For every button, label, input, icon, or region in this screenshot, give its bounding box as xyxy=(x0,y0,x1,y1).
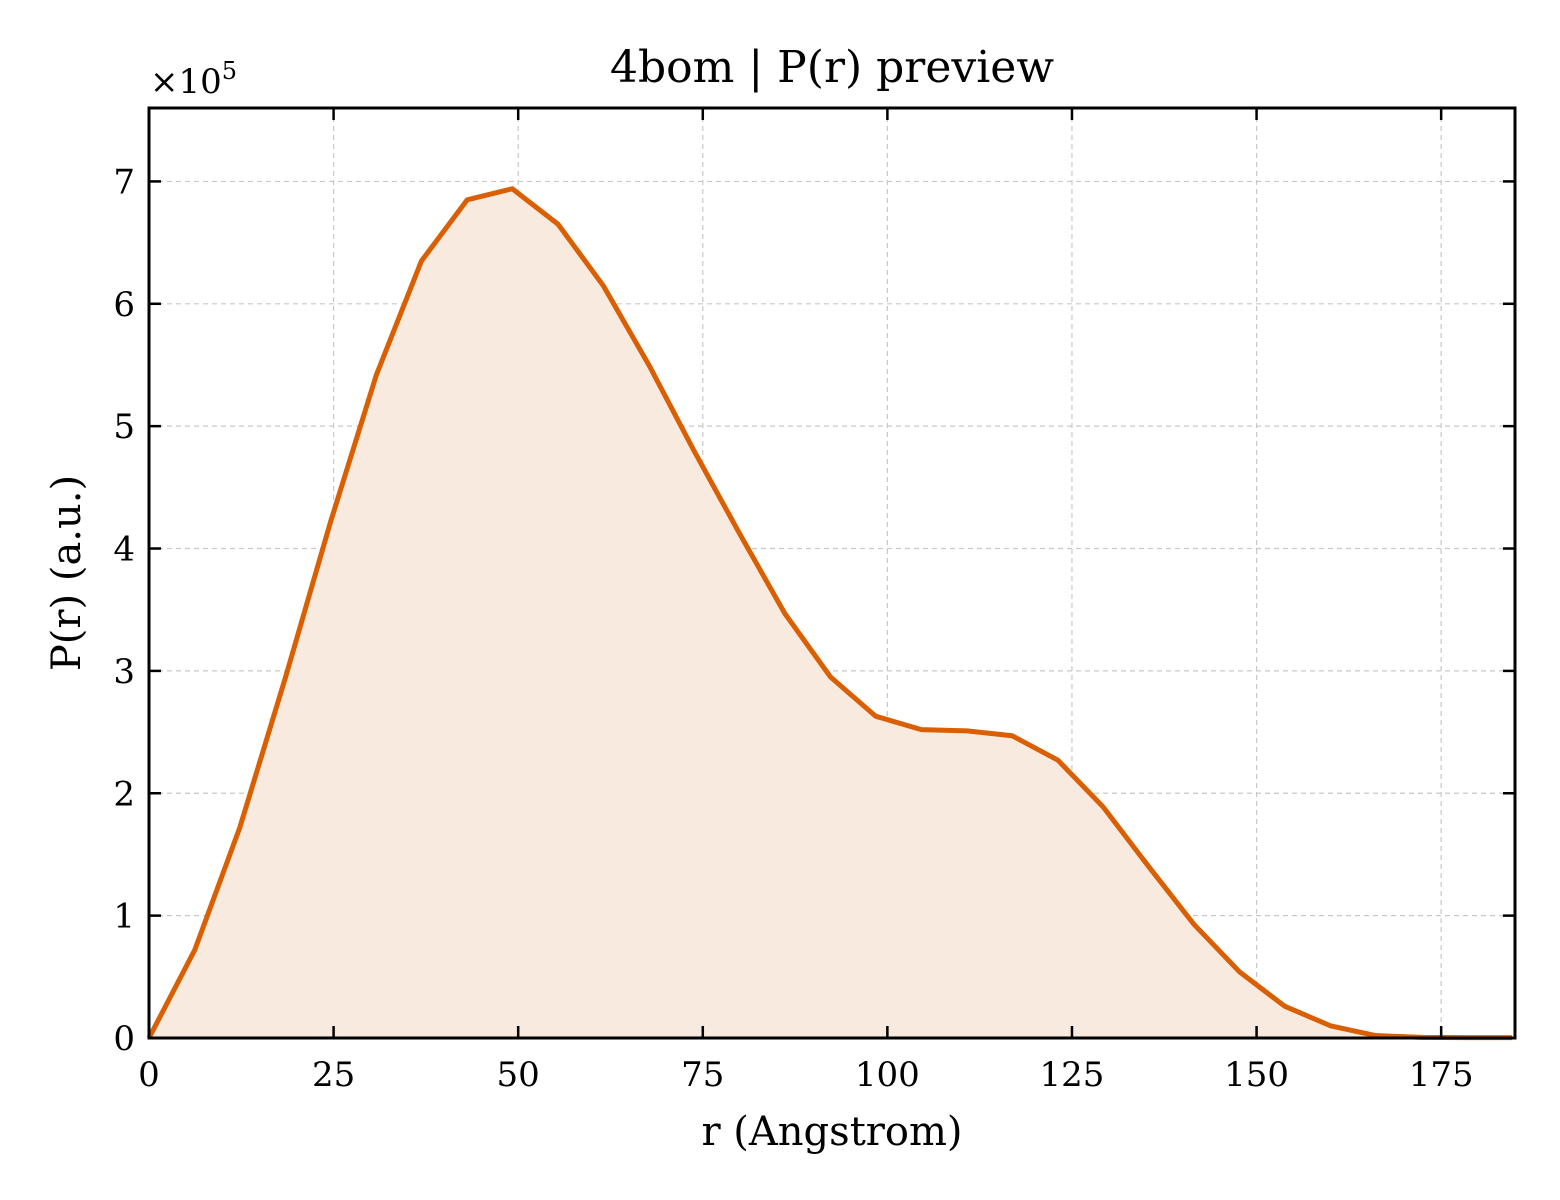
series-line-layer xyxy=(146,186,1513,1041)
series-area-fill xyxy=(149,188,1513,1038)
y-tick-label: 0 xyxy=(113,1019,135,1059)
y-tick-label: 7 xyxy=(113,162,135,202)
y-multiplier-exponent: 5 xyxy=(222,57,237,85)
y-tick-label: 4 xyxy=(113,530,135,570)
y-multiplier-base: ×10 xyxy=(150,62,222,102)
x-tick-label: 75 xyxy=(681,1055,724,1095)
series-line xyxy=(146,186,1513,1041)
chart-title: 4bom | P(r) preview xyxy=(610,42,1054,93)
y-tick-label: 5 xyxy=(113,407,135,447)
x-axis-label: r (Angstrom) xyxy=(701,1109,962,1155)
y-tick-label: 3 xyxy=(113,652,135,692)
y-multiplier-label: ×105 xyxy=(150,57,237,102)
y-tick-label: 2 xyxy=(113,774,135,814)
y-tick-label: 6 xyxy=(113,285,135,325)
area-fill-layer xyxy=(149,188,1513,1038)
x-tick-label: 0 xyxy=(138,1055,160,1095)
y-tick-label: 1 xyxy=(113,897,135,937)
x-tick-label: 25 xyxy=(312,1055,355,1095)
y-axis-label: P(r) (a.u.) xyxy=(44,475,90,671)
x-tick-label: 175 xyxy=(1409,1055,1474,1095)
ticks: 0 25 50 75 100 125 150 175 0 1 2 3 4 5 6 7 xyxy=(113,108,1515,1095)
x-tick-label: 125 xyxy=(1040,1055,1105,1095)
x-tick-label: 150 xyxy=(1224,1055,1289,1095)
x-tick-label: 100 xyxy=(855,1055,920,1095)
plot-frame xyxy=(147,106,1517,1040)
x-tick-label: 50 xyxy=(497,1055,540,1095)
